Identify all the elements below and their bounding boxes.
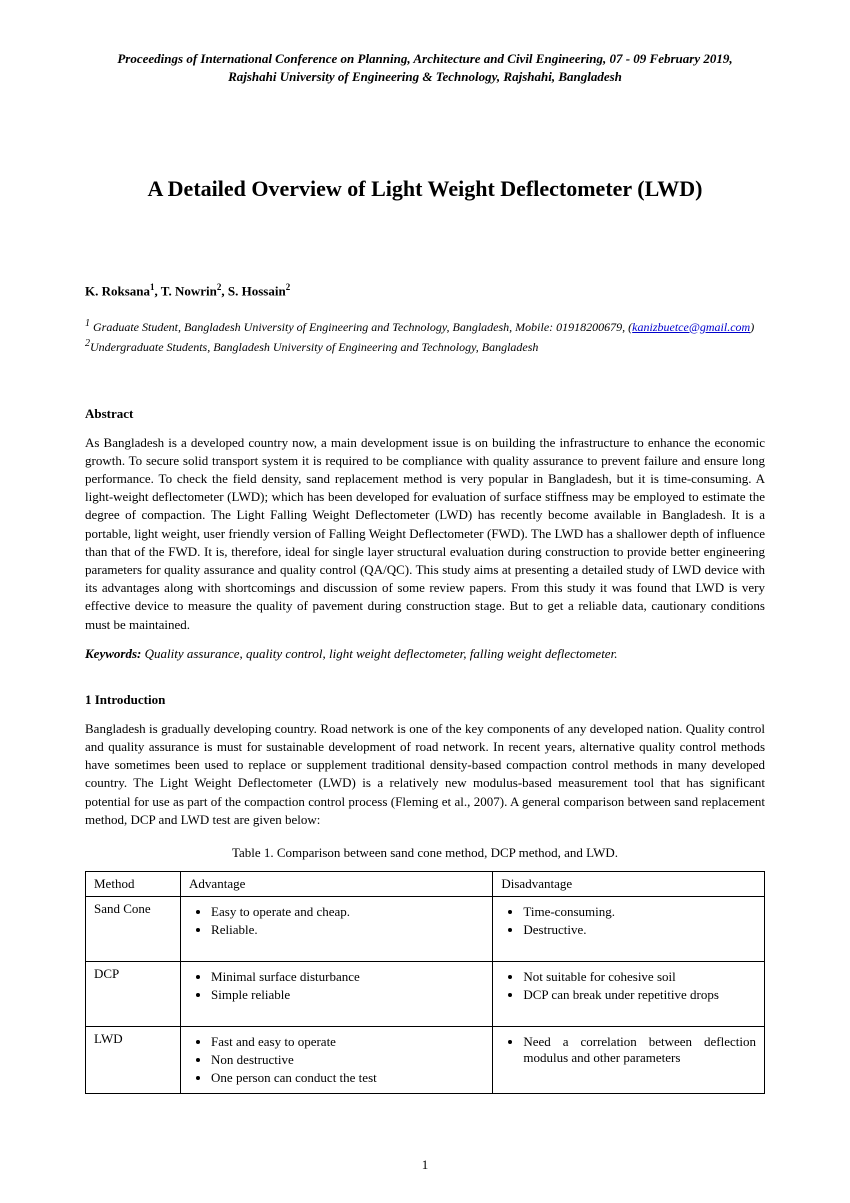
- cell-disadvantage: Time-consuming. Destructive.: [493, 896, 765, 961]
- introduction-heading: 1 Introduction: [85, 692, 765, 708]
- cell-disadvantage: Not suitable for cohesive soil DCP can b…: [493, 961, 765, 1026]
- abstract-text: As Bangladesh is a developed country now…: [85, 434, 765, 634]
- keywords-text: Quality assurance, quality control, ligh…: [141, 646, 617, 661]
- aff-1-prefix: G: [90, 320, 102, 334]
- list-item: Reliable.: [211, 921, 484, 939]
- affiliations-block: 1 Graduate Student, Bangladesh Universit…: [85, 316, 765, 356]
- paper-title: A Detailed Overview of Light Weight Defl…: [85, 176, 765, 202]
- author-1-sup: 1: [150, 282, 155, 292]
- abstract-heading: Abstract: [85, 406, 765, 422]
- comparison-table: Method Advantage Disadvantage Sand Cone …: [85, 871, 765, 1094]
- author-1: K. Roksana: [85, 284, 150, 299]
- author-3-sup: 2: [286, 282, 291, 292]
- aff-1-text: raduate Student, Bangladesh University o…: [102, 320, 633, 334]
- author-2: T. Nowrin: [161, 284, 217, 299]
- list-item: Minimal surface disturbance: [211, 968, 484, 986]
- cell-advantage: Minimal surface disturbance Simple relia…: [181, 961, 493, 1026]
- introduction-text: Bangladesh is gradually developing count…: [85, 720, 765, 829]
- header-line-1: Proceedings of International Conference …: [117, 51, 732, 66]
- cell-method: LWD: [86, 1026, 181, 1093]
- cell-advantage: Easy to operate and cheap. Reliable.: [181, 896, 493, 961]
- th-advantage: Advantage: [181, 871, 493, 896]
- th-disadvantage: Disadvantage: [493, 871, 765, 896]
- list-item: DCP can break under repetitive drops: [523, 986, 756, 1004]
- author-3: S. Hossain: [228, 284, 286, 299]
- keywords-label: Keywords:: [85, 646, 141, 661]
- cell-advantage: Fast and easy to operate Non destructive…: [181, 1026, 493, 1093]
- list-item: Destructive.: [523, 921, 756, 939]
- table-row: LWD Fast and easy to operate Non destruc…: [86, 1026, 765, 1093]
- table-row: DCP Minimal surface disturbance Simple r…: [86, 961, 765, 1026]
- authors-block: K. Roksana1, T. Nowrin2, S. Hossain2: [85, 282, 765, 299]
- aff-1-close: ): [750, 320, 754, 334]
- cell-method: Sand Cone: [86, 896, 181, 961]
- aff-2-text: Undergraduate Students, Bangladesh Unive…: [90, 340, 538, 354]
- table-row: Sand Cone Easy to operate and cheap. Rel…: [86, 896, 765, 961]
- list-item: Need a correlation between deflection mo…: [523, 1033, 756, 1067]
- header-line-2: Rajshahi University of Engineering & Tec…: [228, 69, 622, 84]
- cell-disadvantage: Need a correlation between deflection mo…: [493, 1026, 765, 1093]
- list-item: One person can conduct the test: [211, 1069, 484, 1087]
- list-item: Fast and easy to operate: [211, 1033, 484, 1051]
- proceedings-header: Proceedings of International Conference …: [85, 50, 765, 86]
- list-item: Easy to operate and cheap.: [211, 903, 484, 921]
- author-2-sup: 2: [217, 282, 222, 292]
- table-header-row: Method Advantage Disadvantage: [86, 871, 765, 896]
- list-item: Time-consuming.: [523, 903, 756, 921]
- aff-1-email-link[interactable]: kanizbuetce@gmail.com: [632, 320, 750, 334]
- list-item: Non destructive: [211, 1051, 484, 1069]
- th-method: Method: [86, 871, 181, 896]
- list-item: Not suitable for cohesive soil: [523, 968, 756, 986]
- keywords-line: Keywords: Quality assurance, quality con…: [85, 646, 765, 662]
- page-container: Proceedings of International Conference …: [0, 0, 850, 1203]
- table-caption: Table 1. Comparison between sand cone me…: [85, 845, 765, 861]
- page-number: 1: [0, 1157, 850, 1173]
- cell-method: DCP: [86, 961, 181, 1026]
- list-item: Simple reliable: [211, 986, 484, 1004]
